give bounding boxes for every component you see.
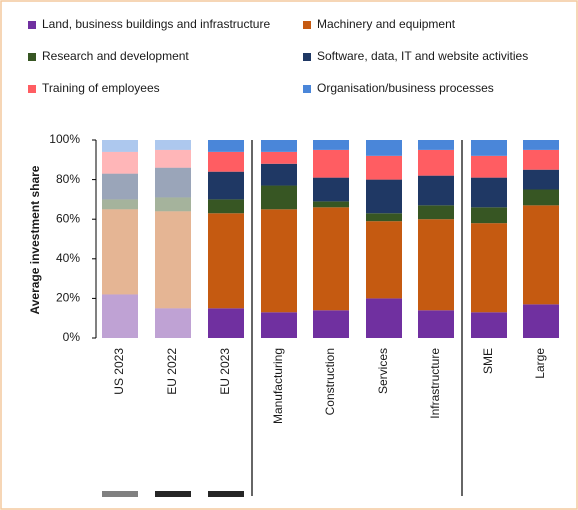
legend-swatch (28, 85, 36, 93)
bar-segment (523, 205, 559, 305)
bar-segment (102, 294, 138, 338)
bar-segment (471, 140, 507, 156)
legend-label: Research and development (42, 49, 189, 63)
bar-segment (261, 151, 297, 164)
x-tick-label: EU 2023 (218, 348, 232, 395)
bar-segment (261, 209, 297, 313)
bar-segment (155, 140, 191, 150)
legend-label: Land, business buildings and infrastruct… (42, 17, 270, 31)
bar-segment (313, 310, 349, 338)
bar-segment (366, 213, 402, 222)
x-tick-label: EU 2022 (165, 348, 179, 395)
bar-segment (418, 149, 454, 176)
bar-segment (313, 207, 349, 311)
bar-segment (102, 140, 138, 152)
bar-segment (102, 199, 138, 210)
legend-label: Machinery and equipment (317, 17, 456, 31)
bar-segment (523, 140, 559, 150)
bar-segment (366, 179, 402, 214)
bar-segment (208, 171, 244, 200)
bar-segment (366, 140, 402, 156)
legend-swatch (28, 53, 36, 61)
x-tick-label: SME (481, 348, 495, 374)
bar-segment (471, 207, 507, 224)
bar-segment (418, 219, 454, 311)
bar-segment (208, 140, 244, 152)
bar-segment (313, 149, 349, 178)
bar-segment (261, 140, 297, 152)
bar-segment (313, 140, 349, 150)
bar-segment (471, 223, 507, 313)
y-tick-label: 40% (56, 251, 80, 265)
legend-swatch (28, 21, 36, 29)
bar-segment (523, 169, 559, 190)
x-tick-label: Construction (323, 348, 337, 415)
bar-segment (208, 199, 244, 214)
bar-segment (102, 209, 138, 295)
y-axis-title: Average investment share (28, 165, 42, 314)
bar-segment (208, 213, 244, 309)
bar-segment (471, 177, 507, 208)
bar-segment (366, 155, 402, 180)
bar-segment (102, 151, 138, 174)
y-tick-label: 100% (49, 132, 80, 146)
bar-segment (313, 201, 349, 208)
bar-segment (471, 312, 507, 338)
bar-segment (313, 177, 349, 202)
bar-segment (155, 308, 191, 338)
legend-swatch (303, 85, 311, 93)
bar-segment (523, 149, 559, 170)
bar-segment (523, 304, 559, 338)
bottom-marker (102, 491, 138, 497)
bar-segment (261, 312, 297, 338)
x-tick-label: US 2023 (112, 348, 126, 395)
bar-segment (366, 298, 402, 338)
bar-segment (102, 173, 138, 200)
legend-label: Training of employees (42, 81, 160, 95)
bottom-marker (208, 491, 244, 497)
bar-segment (523, 189, 559, 206)
bar-segment (471, 155, 507, 178)
bar-segment (155, 211, 191, 309)
bar-segment (155, 149, 191, 168)
bar-segment (155, 167, 191, 198)
legend-label: Software, data, IT and website activitie… (317, 49, 528, 63)
x-tick-label: Large (533, 348, 547, 379)
x-tick-label: Manufacturing (271, 348, 285, 424)
bar-segment (418, 205, 454, 220)
y-tick-label: 20% (56, 291, 80, 305)
legend-swatch (303, 21, 311, 29)
bar-segment (418, 175, 454, 206)
bar-segment (208, 308, 244, 338)
x-tick-label: Infrastructure (428, 348, 442, 419)
bar-segment (261, 163, 297, 186)
bottom-marker (155, 491, 191, 497)
y-tick-label: 0% (63, 330, 81, 344)
bar-segment (418, 140, 454, 150)
y-tick-label: 80% (56, 172, 80, 186)
legend-label: Organisation/business processes (317, 81, 494, 95)
y-tick-label: 60% (56, 211, 80, 225)
legend-swatch (303, 53, 311, 61)
bar-segment (366, 221, 402, 299)
bar-segment (261, 185, 297, 210)
x-tick-label: Services (376, 348, 390, 394)
bar-segment (418, 310, 454, 338)
bar-segment (155, 197, 191, 212)
bar-segment (208, 151, 244, 172)
